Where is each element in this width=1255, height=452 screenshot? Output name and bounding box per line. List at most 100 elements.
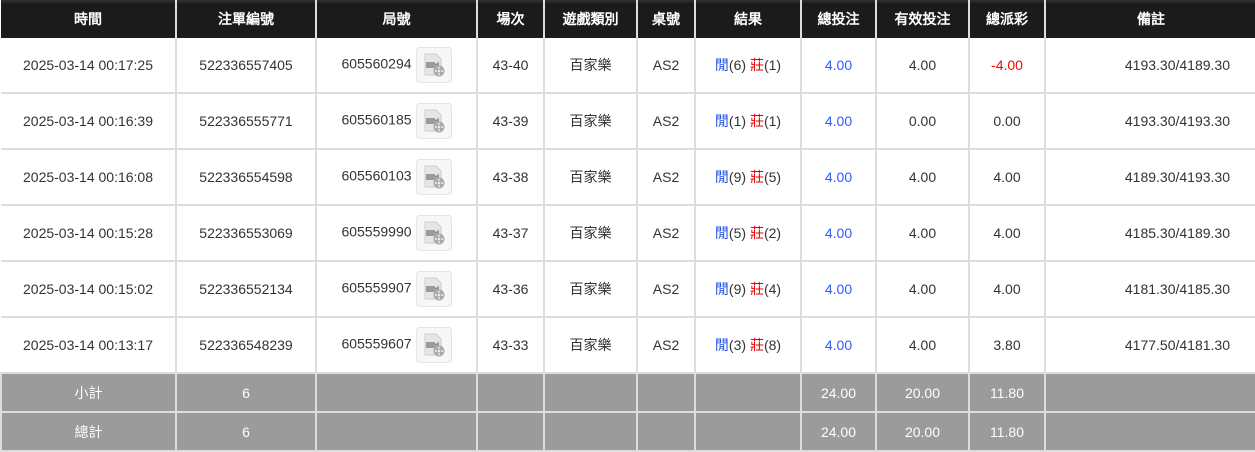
banker-label: 莊 [749, 337, 764, 353]
time-cell: 2025-03-14 00:15:28 [1, 205, 176, 262]
header-total-payout: 總派彩 [968, 0, 1045, 38]
subtotal-row: 小計 6 24.00 20.00 11.80 [0, 373, 1255, 413]
footer-total-bet: 24.00 [800, 373, 876, 413]
header-valid-bet: 有效投注 [875, 0, 969, 38]
round-number: 605560294 [341, 55, 412, 72]
table-row: 2025-03-14 00:15:28 522336553069 6055599… [1, 205, 1255, 262]
header-remark: 備註 [1044, 0, 1255, 38]
game-type-cell: 百家樂 [543, 317, 637, 374]
session-cell: 43-40 [476, 38, 544, 94]
result-cell: 閒(9) 莊(5) [694, 149, 801, 206]
game-type-cell: 百家樂 [543, 149, 637, 206]
table-no-cell: AS2 [636, 317, 695, 374]
payout-cell: -4.00 [968, 38, 1045, 94]
session-cell: 43-33 [476, 317, 544, 374]
banker-score: (2) [763, 225, 782, 241]
player-score: (9) [728, 281, 747, 297]
video-replay-icon[interactable] [415, 327, 452, 363]
table-row: 2025-03-14 00:16:39 522336555771 6055601… [1, 93, 1255, 150]
total-bet-cell: 4.00 [800, 38, 876, 94]
table-row: 2025-03-14 00:13:17 522336548239 6055596… [1, 317, 1255, 374]
game-type-cell: 百家樂 [543, 205, 637, 262]
header-time: 時間 [1, 0, 176, 38]
grand-total-row: 總計 6 24.00 20.00 11.80 [0, 412, 1255, 452]
player-label: 閒 [714, 169, 729, 185]
banker-label: 莊 [749, 169, 764, 185]
session-cell: 43-36 [476, 261, 544, 318]
remark-cell: 4189.30/4193.30 [1044, 149, 1255, 206]
player-label: 閒 [714, 337, 729, 353]
total-bet-cell: 4.00 [800, 149, 876, 206]
total-bet-cell: 4.00 [800, 317, 876, 374]
total-bet-cell: 4.00 [800, 205, 876, 262]
round-cell: 605560294 [315, 38, 477, 94]
payout-cell: 3.80 [968, 317, 1045, 374]
remark-cell: 4185.30/4189.30 [1044, 205, 1255, 262]
banker-score: (8) [763, 337, 782, 353]
result-cell: 閒(1) 莊(1) [694, 93, 801, 150]
bet-id-cell: 522336555771 [175, 93, 316, 150]
header-total-bet: 總投注 [800, 0, 876, 38]
table-no-cell: AS2 [636, 261, 695, 318]
remark-cell: 4193.30/4189.30 [1044, 38, 1255, 94]
player-score: (6) [728, 57, 747, 73]
header-table-no: 桌號 [636, 0, 695, 38]
footer-count: 6 [175, 373, 316, 413]
game-type-cell: 百家樂 [543, 261, 637, 318]
footer-total-bet: 24.00 [800, 412, 876, 452]
time-cell: 2025-03-14 00:13:17 [1, 317, 176, 374]
table-row: 2025-03-14 00:17:25 522336557405 6055602… [1, 38, 1255, 94]
banker-score: (5) [763, 169, 782, 185]
round-cell: 605560103 [315, 149, 477, 206]
player-label: 閒 [714, 113, 729, 129]
footer-payout: 11.80 [968, 412, 1045, 452]
player-score: (3) [728, 337, 747, 353]
remark-cell: 4193.30/4193.30 [1044, 93, 1255, 150]
time-cell: 2025-03-14 00:15:02 [1, 261, 176, 318]
header-game-type: 遊戲類別 [543, 0, 637, 38]
table-row: 2025-03-14 00:16:08 522336554598 6055601… [1, 149, 1255, 206]
header-bet-id: 注單編號 [175, 0, 316, 38]
player-score: (9) [728, 169, 747, 185]
session-cell: 43-38 [476, 149, 544, 206]
payout-cell: 4.00 [968, 261, 1045, 318]
player-label: 閒 [714, 225, 729, 241]
bet-id-cell: 522336552134 [175, 261, 316, 318]
video-replay-icon[interactable] [415, 159, 452, 195]
player-score: (1) [728, 113, 747, 129]
banker-score: (1) [763, 57, 782, 73]
bet-id-cell: 522336548239 [175, 317, 316, 374]
video-replay-icon[interactable] [415, 215, 452, 251]
session-cell: 43-37 [476, 205, 544, 262]
remark-cell: 4177.50/4181.30 [1044, 317, 1255, 374]
valid-bet-cell: 0.00 [875, 93, 969, 150]
footer-count: 6 [175, 412, 316, 452]
banker-score: (4) [763, 281, 782, 297]
player-score: (5) [728, 225, 747, 241]
round-number: 605559990 [341, 223, 412, 240]
bet-id-cell: 522336553069 [175, 205, 316, 262]
video-replay-icon[interactable] [415, 103, 452, 139]
time-cell: 2025-03-14 00:17:25 [1, 38, 176, 94]
player-label: 閒 [714, 281, 729, 297]
time-cell: 2025-03-14 00:16:39 [1, 93, 176, 150]
banker-label: 莊 [749, 57, 764, 73]
table-row: 2025-03-14 00:15:02 522336552134 6055599… [1, 261, 1255, 318]
footer-payout: 11.80 [968, 373, 1045, 413]
video-replay-icon[interactable] [415, 47, 452, 83]
banker-label: 莊 [749, 113, 764, 129]
round-number: 605560103 [341, 167, 412, 184]
round-number: 605559907 [341, 279, 412, 296]
table-no-cell: AS2 [636, 205, 695, 262]
footer-label: 總計 [0, 412, 176, 452]
valid-bet-cell: 4.00 [875, 149, 969, 206]
table-header: 時間 注單編號 局號 場次 遊戲類別 桌號 結果 總投注 有效投注 總派彩 備註 [1, 0, 1255, 38]
banker-score: (1) [763, 113, 782, 129]
player-label: 閒 [714, 57, 729, 73]
footer-label: 小計 [0, 373, 176, 413]
table-no-cell: AS2 [636, 93, 695, 150]
video-replay-icon[interactable] [415, 271, 452, 307]
valid-bet-cell: 4.00 [875, 38, 969, 94]
round-cell: 605559907 [315, 261, 477, 318]
